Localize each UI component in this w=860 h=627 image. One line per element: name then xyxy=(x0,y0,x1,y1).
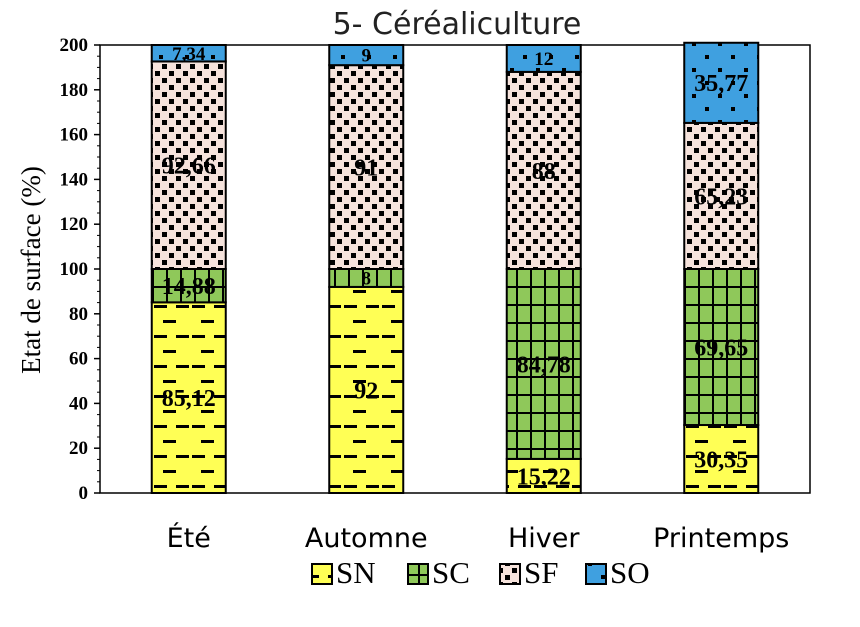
data-label-sn: 92 xyxy=(354,378,378,404)
legend-label-sf: SF xyxy=(524,555,558,590)
bar-segment-sn xyxy=(505,457,582,494)
data-label-sn: 85,12 xyxy=(162,386,216,412)
x-tick-labels: Été Automne Hiver Printemps xyxy=(167,522,790,554)
y-tick-label: 180 xyxy=(60,80,89,101)
legend-swatch-so xyxy=(585,563,607,585)
data-label-so: 35,77 xyxy=(694,71,748,97)
y-tick-label: 120 xyxy=(60,214,89,235)
data-label-sf: 91 xyxy=(354,155,378,181)
y-tick-label: 40 xyxy=(69,393,88,414)
data-label-sf: 92,66 xyxy=(162,154,216,180)
y-tick-label: 60 xyxy=(69,349,88,370)
legend-label-so: SO xyxy=(610,555,650,590)
bar-segment-so xyxy=(683,41,760,124)
legend-swatch-sc xyxy=(407,563,429,585)
chart-title: 5- Céréaliculture xyxy=(333,7,582,42)
data-label-sn: 15,22 xyxy=(517,464,571,490)
data-label-sc: 8 xyxy=(362,269,372,290)
y-tick-label: 200 xyxy=(60,35,89,56)
y-tick-label: 140 xyxy=(60,169,89,190)
x-tick-label: Hiver xyxy=(508,523,580,554)
bar-segment-sf xyxy=(328,64,405,270)
y-tick-label: 20 xyxy=(69,438,88,459)
y-tick-label: 100 xyxy=(60,259,89,280)
data-label-so: 9 xyxy=(362,46,372,67)
data-label-sc: 14,88 xyxy=(162,274,216,300)
data-labels: 85,12 14,88 92,66 7,34 92 8 91 9 15,22 84,78 88 12 3… xyxy=(162,44,749,490)
data-label-sn: 30,35 xyxy=(694,447,748,473)
x-tick-label: Printemps xyxy=(653,523,789,554)
bar-segment-so xyxy=(505,44,582,73)
legend-label-sn: SN xyxy=(336,555,376,590)
bar-segment-sc xyxy=(150,268,227,304)
bar-segment-sn xyxy=(683,424,760,494)
bar-segment-sc xyxy=(683,268,760,427)
bar-segment-so xyxy=(328,44,405,67)
x-tick-label: Été xyxy=(167,522,211,554)
data-label-sc: 84,78 xyxy=(517,352,571,378)
axes: 0 20 40 60 80 100 120 140 160 180 200 xyxy=(60,35,811,504)
y-axis-label: Etat de surface (%) xyxy=(16,166,46,374)
legend-label-sc: SC xyxy=(432,555,470,590)
legend: SN SC SF SO xyxy=(311,555,650,590)
bar-segment-sn xyxy=(150,301,227,494)
bar-segment-sf xyxy=(150,60,227,270)
data-label-sc: 69,65 xyxy=(694,335,748,361)
y-tick-label: 0 xyxy=(79,483,89,504)
data-label-sf: 65,23 xyxy=(694,184,748,210)
data-label-sf: 88 xyxy=(532,159,556,185)
bar-segment-sn xyxy=(328,285,405,495)
bar-segment-sf xyxy=(683,121,760,270)
bar-segment-sf xyxy=(505,70,582,270)
y-tick-label: 160 xyxy=(60,125,89,146)
y-tick-label: 80 xyxy=(69,304,88,325)
legend-swatch-sn xyxy=(311,563,333,585)
data-label-so: 12 xyxy=(534,49,553,70)
data-label-so: 7,34 xyxy=(172,44,206,65)
legend-swatch-sf xyxy=(499,563,521,585)
x-tick-label: Automne xyxy=(305,523,428,554)
bar-segment-so xyxy=(150,44,227,63)
bars xyxy=(150,41,760,495)
